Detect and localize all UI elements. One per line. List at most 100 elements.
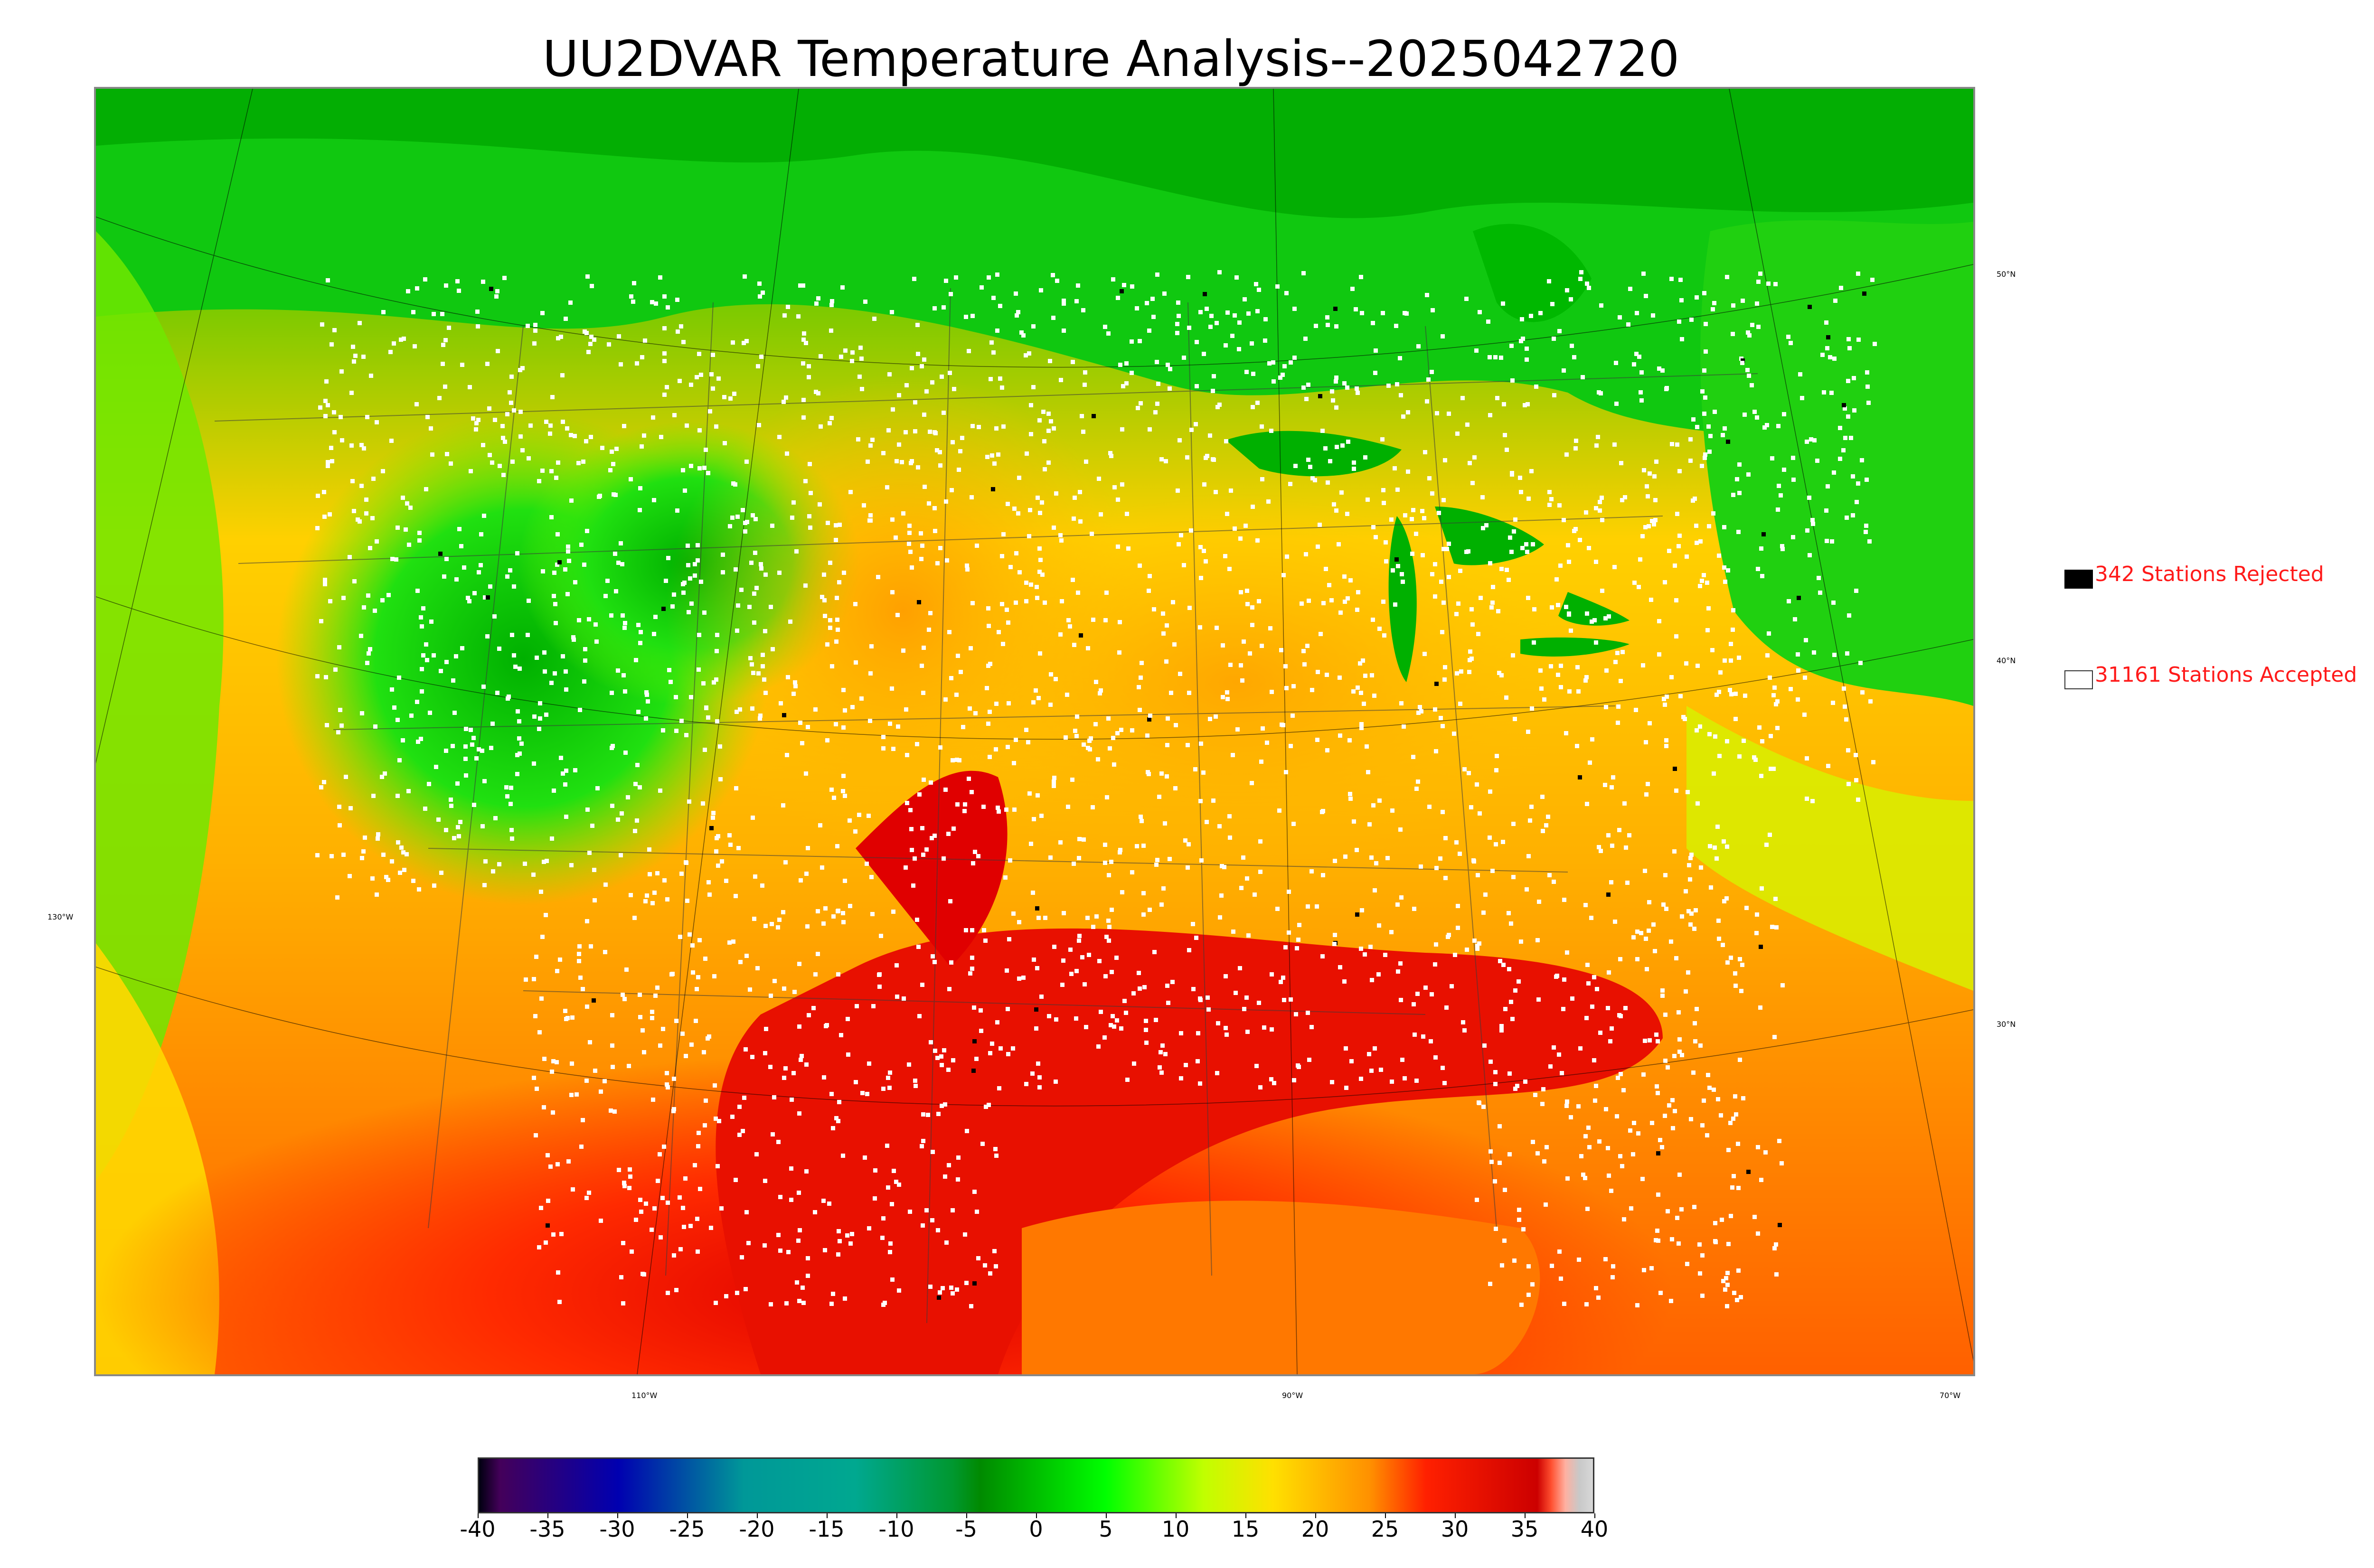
accepted-station-marker — [352, 509, 356, 513]
accepted-station-marker — [1225, 1033, 1229, 1037]
accepted-station-marker — [1822, 390, 1826, 394]
accepted-station-marker — [421, 653, 425, 657]
accepted-station-marker — [1744, 906, 1749, 910]
accepted-station-marker — [1391, 568, 1395, 573]
rejected-station-marker — [917, 600, 921, 604]
accepted-station-marker — [565, 592, 570, 596]
accepted-station-marker — [1521, 1227, 1526, 1231]
accepted-station-marker — [944, 279, 948, 283]
accepted-station-marker — [769, 605, 773, 609]
accepted-station-marker — [956, 1177, 960, 1182]
temperature-map[interactable] — [94, 87, 1975, 1376]
accepted-station-marker — [1844, 717, 1848, 722]
colorbar-tick-mark — [1385, 1513, 1386, 1518]
accepted-station-marker — [1620, 1164, 1624, 1168]
accepted-station-marker — [361, 849, 366, 854]
accepted-station-marker — [490, 722, 495, 726]
accepted-station-marker — [1699, 865, 1703, 870]
accepted-station-marker — [888, 1070, 892, 1075]
accepted-station-marker — [695, 375, 699, 379]
accepted-station-marker — [502, 276, 507, 280]
accepted-station-marker — [641, 1272, 645, 1276]
accepted-station-marker — [359, 443, 364, 447]
accepted-station-marker — [1870, 278, 1875, 282]
accepted-station-marker — [848, 490, 853, 494]
accepted-station-marker — [678, 379, 682, 383]
accepted-station-marker — [608, 468, 612, 472]
accepted-station-marker — [1080, 414, 1084, 418]
accepted-station-marker — [1796, 697, 1800, 702]
accepted-station-marker — [1474, 348, 1479, 353]
accepted-station-marker — [1399, 895, 1404, 900]
accepted-station-marker — [481, 280, 485, 284]
accepted-station-marker — [913, 856, 917, 861]
accepted-station-marker — [696, 1144, 700, 1148]
accepted-station-marker — [1302, 662, 1307, 667]
accepted-station-marker — [577, 952, 581, 956]
accepted-station-marker — [633, 829, 637, 833]
accepted-station-marker — [783, 860, 788, 864]
accepted-station-marker — [542, 860, 546, 864]
accepted-station-marker — [626, 795, 630, 799]
accepted-station-marker — [1263, 317, 1268, 321]
accepted-station-marker — [1204, 456, 1208, 460]
accepted-station-marker — [1081, 430, 1085, 434]
accepted-station-marker — [1047, 1014, 1051, 1018]
accepted-station-marker — [501, 473, 506, 477]
accepted-station-marker — [1585, 611, 1589, 616]
accepted-station-marker — [566, 1159, 571, 1164]
accepted-station-marker — [881, 1087, 886, 1091]
accepted-station-marker — [613, 552, 617, 556]
accepted-station-marker — [643, 899, 648, 903]
accepted-station-marker — [1097, 959, 1102, 963]
accepted-station-marker — [732, 392, 736, 396]
accepted-station-marker — [1603, 1257, 1608, 1261]
accepted-station-marker — [1613, 920, 1617, 924]
accepted-station-marker — [1572, 355, 1576, 359]
colorbar-tick-mark — [1106, 1513, 1107, 1518]
accepted-station-marker — [1179, 1031, 1183, 1035]
accepted-station-marker — [1610, 844, 1614, 848]
accepted-station-marker — [1296, 938, 1300, 942]
accepted-station-marker — [904, 430, 908, 434]
accepted-station-marker — [1639, 398, 1644, 403]
accepted-station-marker — [917, 792, 922, 797]
accepted-station-marker — [1765, 653, 1770, 657]
accepted-station-marker — [1528, 818, 1532, 823]
accepted-station-marker — [930, 836, 934, 840]
accepted-station-marker — [1007, 937, 1011, 941]
accepted-station-marker — [1225, 690, 1229, 695]
accepted-station-marker — [458, 820, 462, 824]
accepted-station-marker — [801, 283, 805, 288]
accepted-station-marker — [1704, 349, 1708, 354]
accepted-station-marker — [693, 1163, 697, 1167]
accepted-station-marker — [1320, 429, 1325, 433]
accepted-station-marker — [1034, 1026, 1038, 1031]
accepted-station-marker — [1721, 943, 1725, 947]
accepted-station-marker — [1479, 596, 1483, 600]
accepted-station-marker — [1731, 628, 1735, 632]
accepted-station-marker — [577, 959, 581, 963]
accepted-station-marker — [599, 1089, 603, 1094]
accepted-station-marker — [1469, 805, 1473, 809]
accepted-station-marker — [1029, 842, 1033, 846]
accepted-station-marker — [1439, 716, 1443, 720]
accepted-station-marker — [1027, 351, 1031, 356]
accepted-station-marker — [1599, 849, 1603, 853]
accepted-station-marker — [1024, 581, 1028, 585]
accepted-station-marker — [881, 735, 886, 739]
accepted-station-marker — [1686, 790, 1690, 794]
accepted-station-marker — [1708, 434, 1713, 438]
accepted-station-marker — [1464, 297, 1469, 301]
accepted-station-marker — [564, 769, 568, 773]
accepted-station-marker — [1250, 781, 1254, 785]
accepted-station-marker — [910, 459, 914, 463]
accepted-station-marker — [563, 567, 567, 572]
accepted-station-marker — [1793, 617, 1797, 621]
accepted-station-marker — [1652, 474, 1657, 479]
accepted-station-marker — [1135, 844, 1139, 848]
accepted-station-marker — [759, 355, 763, 359]
colorbar-tick-label: -15 — [809, 1516, 845, 1542]
accepted-station-marker — [735, 1291, 739, 1295]
accepted-station-marker — [1635, 311, 1639, 315]
